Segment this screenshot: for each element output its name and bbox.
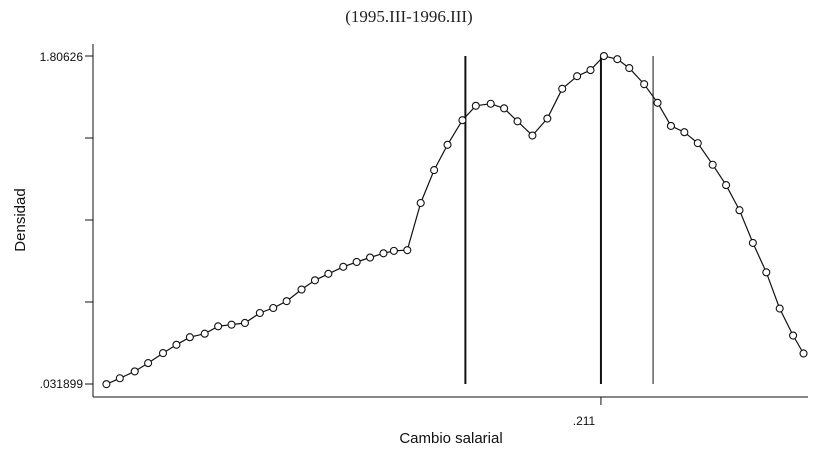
reference-lines — [464, 56, 654, 384]
data-point-13 — [282, 297, 291, 306]
data-point-48 — [762, 268, 771, 277]
data-point-43 — [693, 139, 702, 148]
series-line-0 — [106, 55, 805, 385]
data-point-19 — [366, 253, 375, 262]
data-point-28 — [486, 99, 495, 108]
data-point-33 — [558, 84, 567, 93]
series-layer — [102, 51, 808, 389]
data-point-49 — [775, 304, 784, 313]
data-point-37 — [613, 55, 622, 64]
data-point-20 — [379, 249, 388, 258]
data-point-30 — [513, 117, 522, 126]
data-point-0 — [102, 380, 111, 389]
data-point-24 — [430, 166, 439, 175]
data-point-39 — [640, 80, 649, 89]
data-point-36 — [599, 51, 608, 61]
data-point-7 — [200, 329, 209, 338]
data-point-9 — [227, 320, 236, 329]
data-point-3 — [144, 359, 153, 368]
data-point-38 — [625, 64, 634, 73]
data-point-1 — [115, 374, 124, 383]
data-point-12 — [269, 303, 278, 313]
data-point-47 — [748, 238, 757, 247]
data-point-14 — [297, 285, 306, 294]
data-point-23 — [416, 198, 425, 208]
data-point-42 — [680, 128, 689, 137]
data-point-40 — [653, 98, 662, 107]
data-point-27 — [471, 101, 480, 110]
data-point-22 — [403, 246, 412, 255]
data-point-6 — [185, 333, 194, 342]
y-tick-label-min: .031899 — [40, 377, 84, 391]
data-point-32 — [543, 114, 552, 123]
data-point-16 — [324, 269, 333, 278]
data-point-25 — [443, 140, 452, 149]
x-axis-title: Cambio salarial — [399, 430, 502, 447]
data-point-2 — [130, 367, 139, 376]
data-point-51 — [799, 349, 808, 358]
data-point-29 — [500, 104, 509, 113]
data-point-46 — [735, 206, 744, 215]
data-point-5 — [172, 340, 181, 349]
data-point-26 — [458, 116, 467, 125]
data-point-17 — [339, 262, 348, 271]
y-ticks — [85, 55, 93, 385]
data-point-31 — [528, 131, 537, 140]
data-point-18 — [352, 257, 361, 267]
chart-title: (1995.III-1996.III) — [345, 7, 473, 26]
data-point-34 — [573, 72, 582, 81]
data-point-45 — [722, 181, 731, 190]
x-tick-label-211: .211 — [573, 414, 596, 428]
data-point-50 — [789, 331, 798, 340]
data-point-41 — [666, 121, 676, 130]
data-point-15 — [310, 276, 319, 285]
data-point-44 — [708, 160, 717, 169]
y-tick-label-max: 1.80626 — [40, 50, 84, 64]
data-point-35 — [586, 66, 595, 75]
data-point-21 — [389, 246, 398, 255]
data-point-8 — [214, 322, 223, 331]
axes — [92, 44, 808, 398]
y-axis-title: Densidad — [12, 188, 29, 251]
data-point-4 — [158, 349, 168, 358]
data-point-11 — [255, 308, 264, 318]
data-point-10 — [240, 318, 249, 328]
